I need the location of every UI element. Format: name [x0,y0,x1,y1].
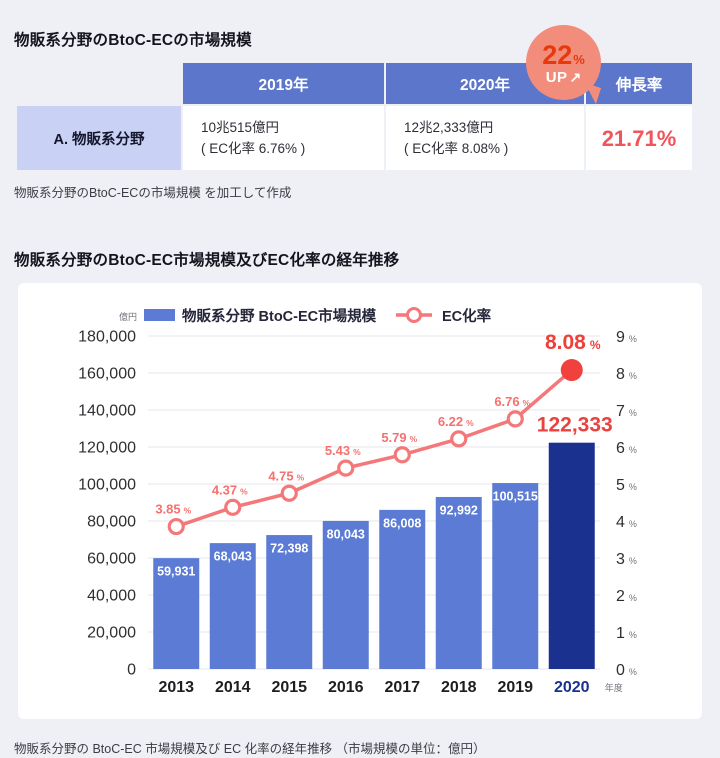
bar-value-label-2017: 86,008 [383,516,421,530]
summary-section: 物販系分野のBtoC-ECの市場規模 22% UP ↗ 2019年 2020年 伸… [0,0,720,201]
cell-2019-sub: ( EC化率 6.76% ) [201,141,306,156]
up-arrow-icon: ↗ [569,69,582,85]
bar-2013 [153,558,200,669]
line-point-2015 [280,484,298,502]
line-point-2018 [450,430,468,448]
line-point-2014 [224,498,242,516]
column-header-2019: 2019年 [181,63,384,104]
row-label-cell: A. 物販系分野 [17,106,181,170]
trend-chart: 0 20,000 40,000 60,000 80,000 100,000 120,000 1… [78,307,637,696]
bar-2017 [379,509,426,669]
line-point-label-2017: 5.79% [381,430,417,445]
cell-2020: 12兆2,333億円 ( EC化率 8.08% ) [384,106,584,170]
bar-2014 [209,543,256,669]
bar-2019 [492,483,539,669]
x-axis-label-2015: 2015 [271,679,307,696]
x-axis-suffix-label: 年度 [605,682,623,693]
legend-line-marker-icon [406,307,422,323]
line-point-2017 [393,446,411,464]
summary-source-note: 物販系分野のBtoC-ECの市場規模 を加工して作成 [14,186,292,200]
ec-rate-line [175,368,573,529]
left-axis-tick: 40,000 [87,588,136,605]
legend-line-label: EC化率 [442,307,492,325]
table-corner-cell [17,63,181,104]
legend-bar-label: 物販系分野 BtoC-EC市場規模 [182,307,377,325]
line-point-2020 [560,359,583,382]
x-axis-label-2014: 2014 [215,679,251,696]
bar-value-label-2013: 59,931 [157,565,195,579]
bar-2018 [435,496,482,669]
left-axis-tick: 80,000 [87,514,136,531]
bar-value-label-2018: 92,992 [440,503,478,517]
left-axis-tick: 140,000 [78,403,136,420]
line-point-2016 [337,459,355,477]
left-axis-tick: 120,000 [78,440,136,457]
growth-badge: 22% UP ↗ [526,25,601,100]
legend-bar-swatch-icon [144,309,175,321]
column-header-growth: 伸長率 [584,63,692,104]
left-axis-tick: 20,000 [87,625,136,642]
cell-2019-value: 10兆515億円 [201,120,280,135]
x-axis-label-2018: 2018 [441,679,477,696]
cell-2020-sub: ( EC化率 8.08% ) [404,141,509,156]
chart-caption: 物販系分野の BtoC-EC 市場規模及び EC 化率の経年推移 （市場規模の単… [14,742,486,756]
right-axis-tick: 8% [616,366,637,383]
trend-section: 物販系分野のBtoC-EC市場規模及びEC化率の経年推移 0 20,000 40,0… [0,248,720,757]
line-point-2013 [167,517,185,536]
bar-value-label-2020: 122,333 [537,414,613,437]
line-point-label-2015: 4.75% [268,468,304,483]
chart-card: 0 20,000 40,000 60,000 80,000 100,000 120,000 1… [18,283,702,719]
line-point-label-2013: 3.85% [155,502,191,517]
cell-growth-rate: 21.71% [584,106,692,170]
bar-2016 [322,520,369,669]
x-axis-label-2016: 2016 [328,679,364,696]
summary-table: 2019年 2020年 伸長率 A. 物販系分野 10兆515億円 ( EC化率… [17,63,695,170]
badge-up-label: UP [545,69,568,86]
right-axis-tick: 3% [616,551,637,568]
bar-2020 [548,442,595,669]
badge-unit: % [573,52,585,67]
badge-value: 22 [542,40,573,70]
line-point-2019 [506,410,524,428]
left-axis-tick: 180,000 [78,329,136,346]
right-axis-tick: 7% [616,403,637,420]
line-point-label-2020: 8.08% [545,331,601,354]
summary-title: 物販系分野のBtoC-ECの市場規模 [14,32,252,49]
bar-value-label-2016: 80,043 [327,527,365,541]
x-axis-label-2013: 2013 [158,679,194,696]
right-axis-tick: 5% [616,477,637,494]
bar-2015 [266,535,313,669]
left-axis-tick: 60,000 [87,551,136,568]
x-axis-label-2019: 2019 [497,679,533,696]
bar-value-label-2015: 72,398 [270,542,308,556]
left-axis-tick: 0 [127,662,136,679]
line-point-label-2019: 6.76% [494,394,530,409]
bar-value-label-2014: 68,043 [214,550,252,564]
summary-table-area: 22% UP ↗ 2019年 2020年 伸長率 A. 物販系分野 10兆515億… [17,25,695,170]
x-axis-label-2020: 2020 [554,679,590,696]
right-axis-tick: 6% [616,440,637,457]
right-axis-tick: 0% [616,662,637,679]
line-point-label-2014: 4.37% [212,482,248,497]
right-axis-tick: 1% [616,625,637,642]
cell-2019: 10兆515億円 ( EC化率 6.76% ) [181,106,384,170]
line-point-label-2018: 6.22% [438,414,474,429]
right-axis-tick: 9% [616,329,637,346]
x-axis-label-2017: 2017 [384,679,420,696]
right-axis-tick: 4% [616,514,637,531]
left-axis-tick: 100,000 [78,477,136,494]
cell-2020-value: 12兆2,333億円 [404,120,494,135]
bar-value-label-2019: 100,515 [493,490,538,504]
trend-title: 物販系分野のBtoC-EC市場規模及びEC化率の経年推移 [14,252,400,269]
left-axis-tick: 160,000 [78,366,136,383]
right-axis-tick: 2% [616,588,637,605]
line-point-label-2016: 5.43% [325,443,361,458]
left-axis-unit-label: 億円 [119,311,137,322]
